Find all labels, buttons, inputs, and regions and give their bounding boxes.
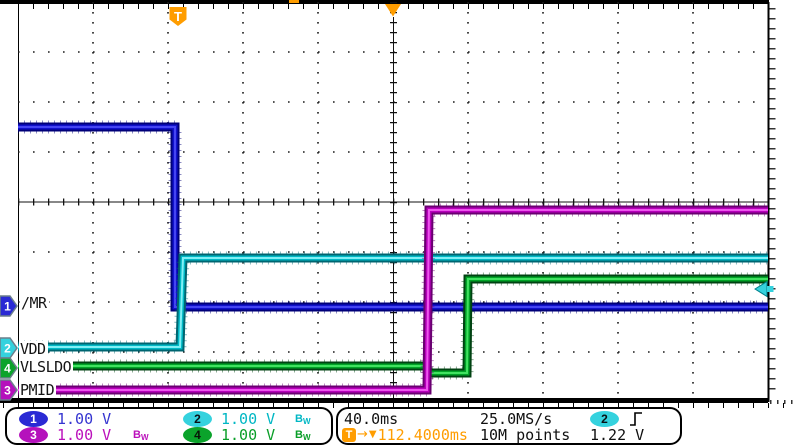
vlsldo-trace bbox=[18, 272, 768, 380]
graticule bbox=[0, 0, 794, 408]
trigger-flag-label: T bbox=[174, 9, 182, 24]
trigger-delay-value[interactable]: 112.4000ms bbox=[377, 426, 468, 444]
bw-letter: B bbox=[133, 429, 141, 441]
delay-reference-marker[interactable] bbox=[385, 4, 401, 17]
bw-sub: W bbox=[302, 417, 311, 426]
vdd-trace-highlight bbox=[18, 257, 768, 348]
top-border bbox=[0, 0, 769, 4]
channel-marker-number: 2 bbox=[4, 342, 11, 356]
ch3-bandwidth-indicator: BW bbox=[133, 427, 149, 446]
channel-marker-3[interactable]: 3 bbox=[0, 379, 18, 401]
channel-marker-number: 1 bbox=[4, 300, 11, 314]
trigger-source-badge[interactable]: 2 bbox=[590, 411, 619, 427]
trigger-level-arrow[interactable] bbox=[754, 280, 774, 298]
channel-marker-4[interactable]: 4 bbox=[0, 357, 18, 379]
ch2-badge[interactable]: 2 bbox=[183, 411, 212, 427]
ch4-bandwidth-indicator: BW bbox=[295, 427, 311, 446]
ch4-badge[interactable]: 4 bbox=[183, 427, 212, 443]
trigger-t-icon: T bbox=[342, 428, 356, 442]
record-length: 10M points bbox=[480, 426, 571, 444]
pmid-trace-highlight bbox=[18, 209, 768, 391]
trace-label-vlsldo: VLSLDO bbox=[19, 358, 74, 376]
delay-cursor-icon: ▼ bbox=[368, 429, 377, 440]
trace-label-mr: /MR bbox=[20, 294, 49, 312]
arrow-right-icon: → bbox=[357, 427, 368, 442]
pmid-trace bbox=[18, 203, 768, 397]
trigger-level-value[interactable]: 1.22 V bbox=[590, 426, 645, 444]
waveform-traces bbox=[18, 120, 768, 397]
channel-marker-arrow[interactable] bbox=[0, 295, 18, 317]
horizontal-trigger-readout-box: 40.0ms 25.0MS/s 2 T → ▼ 112.4000ms 10M p… bbox=[336, 407, 682, 445]
channel-marker-2[interactable]: 2 bbox=[0, 337, 18, 359]
ch4-scale[interactable]: 1.00 V bbox=[221, 426, 276, 444]
ch3-badge[interactable]: 3 bbox=[19, 427, 48, 443]
channel-marker-number: 4 bbox=[4, 362, 11, 376]
ch3-scale[interactable]: 1.00 V bbox=[57, 426, 112, 444]
channel-readout-box: 1 1.00 V 2 1.00 V BW 3 1.00 V BW 4 1.00 … bbox=[5, 407, 333, 445]
ch1-badge[interactable]: 1 bbox=[19, 411, 48, 427]
channel-marker-arrow[interactable] bbox=[0, 357, 18, 379]
rising-edge-icon bbox=[630, 412, 642, 426]
trace-label-pmid: PMID bbox=[19, 381, 57, 399]
channel-marker-number: 3 bbox=[4, 384, 11, 398]
trigger-level-arrow-tail bbox=[767, 286, 774, 292]
bw-letter: B bbox=[295, 413, 303, 425]
ch1-scale[interactable]: 1.00 V bbox=[57, 410, 112, 428]
timebase-scale[interactable]: 40.0ms bbox=[344, 410, 399, 428]
trace-label-vdd: VDD bbox=[19, 340, 48, 358]
bottom-border bbox=[0, 398, 768, 403]
vdd-trace bbox=[18, 251, 768, 354]
channel-marker-arrow[interactable] bbox=[0, 379, 18, 401]
channel-marker-arrow[interactable] bbox=[0, 337, 18, 359]
bw-sub: W bbox=[302, 433, 311, 442]
ch2-bandwidth-indicator: BW bbox=[295, 411, 311, 430]
trigger-level-arrow-head[interactable] bbox=[754, 280, 768, 298]
trigger-point-flag[interactable]: T bbox=[169, 7, 187, 26]
sample-rate: 25.0MS/s bbox=[480, 410, 553, 428]
top-edge-marker-fragment bbox=[289, 0, 299, 3]
trigger-flag-shape[interactable] bbox=[169, 7, 187, 26]
screen-markers: 1 2 4 3 T bbox=[0, 0, 774, 401]
bw-sub: W bbox=[140, 433, 149, 442]
vlsldo-trace-highlight bbox=[18, 278, 768, 374]
channel-marker-1[interactable]: 1 bbox=[0, 295, 18, 317]
ch2-scale[interactable]: 1.00 V bbox=[221, 410, 276, 428]
bw-letter: B bbox=[295, 429, 303, 441]
trigger-delay-readout: T → ▼ 112.4000ms bbox=[342, 427, 468, 443]
